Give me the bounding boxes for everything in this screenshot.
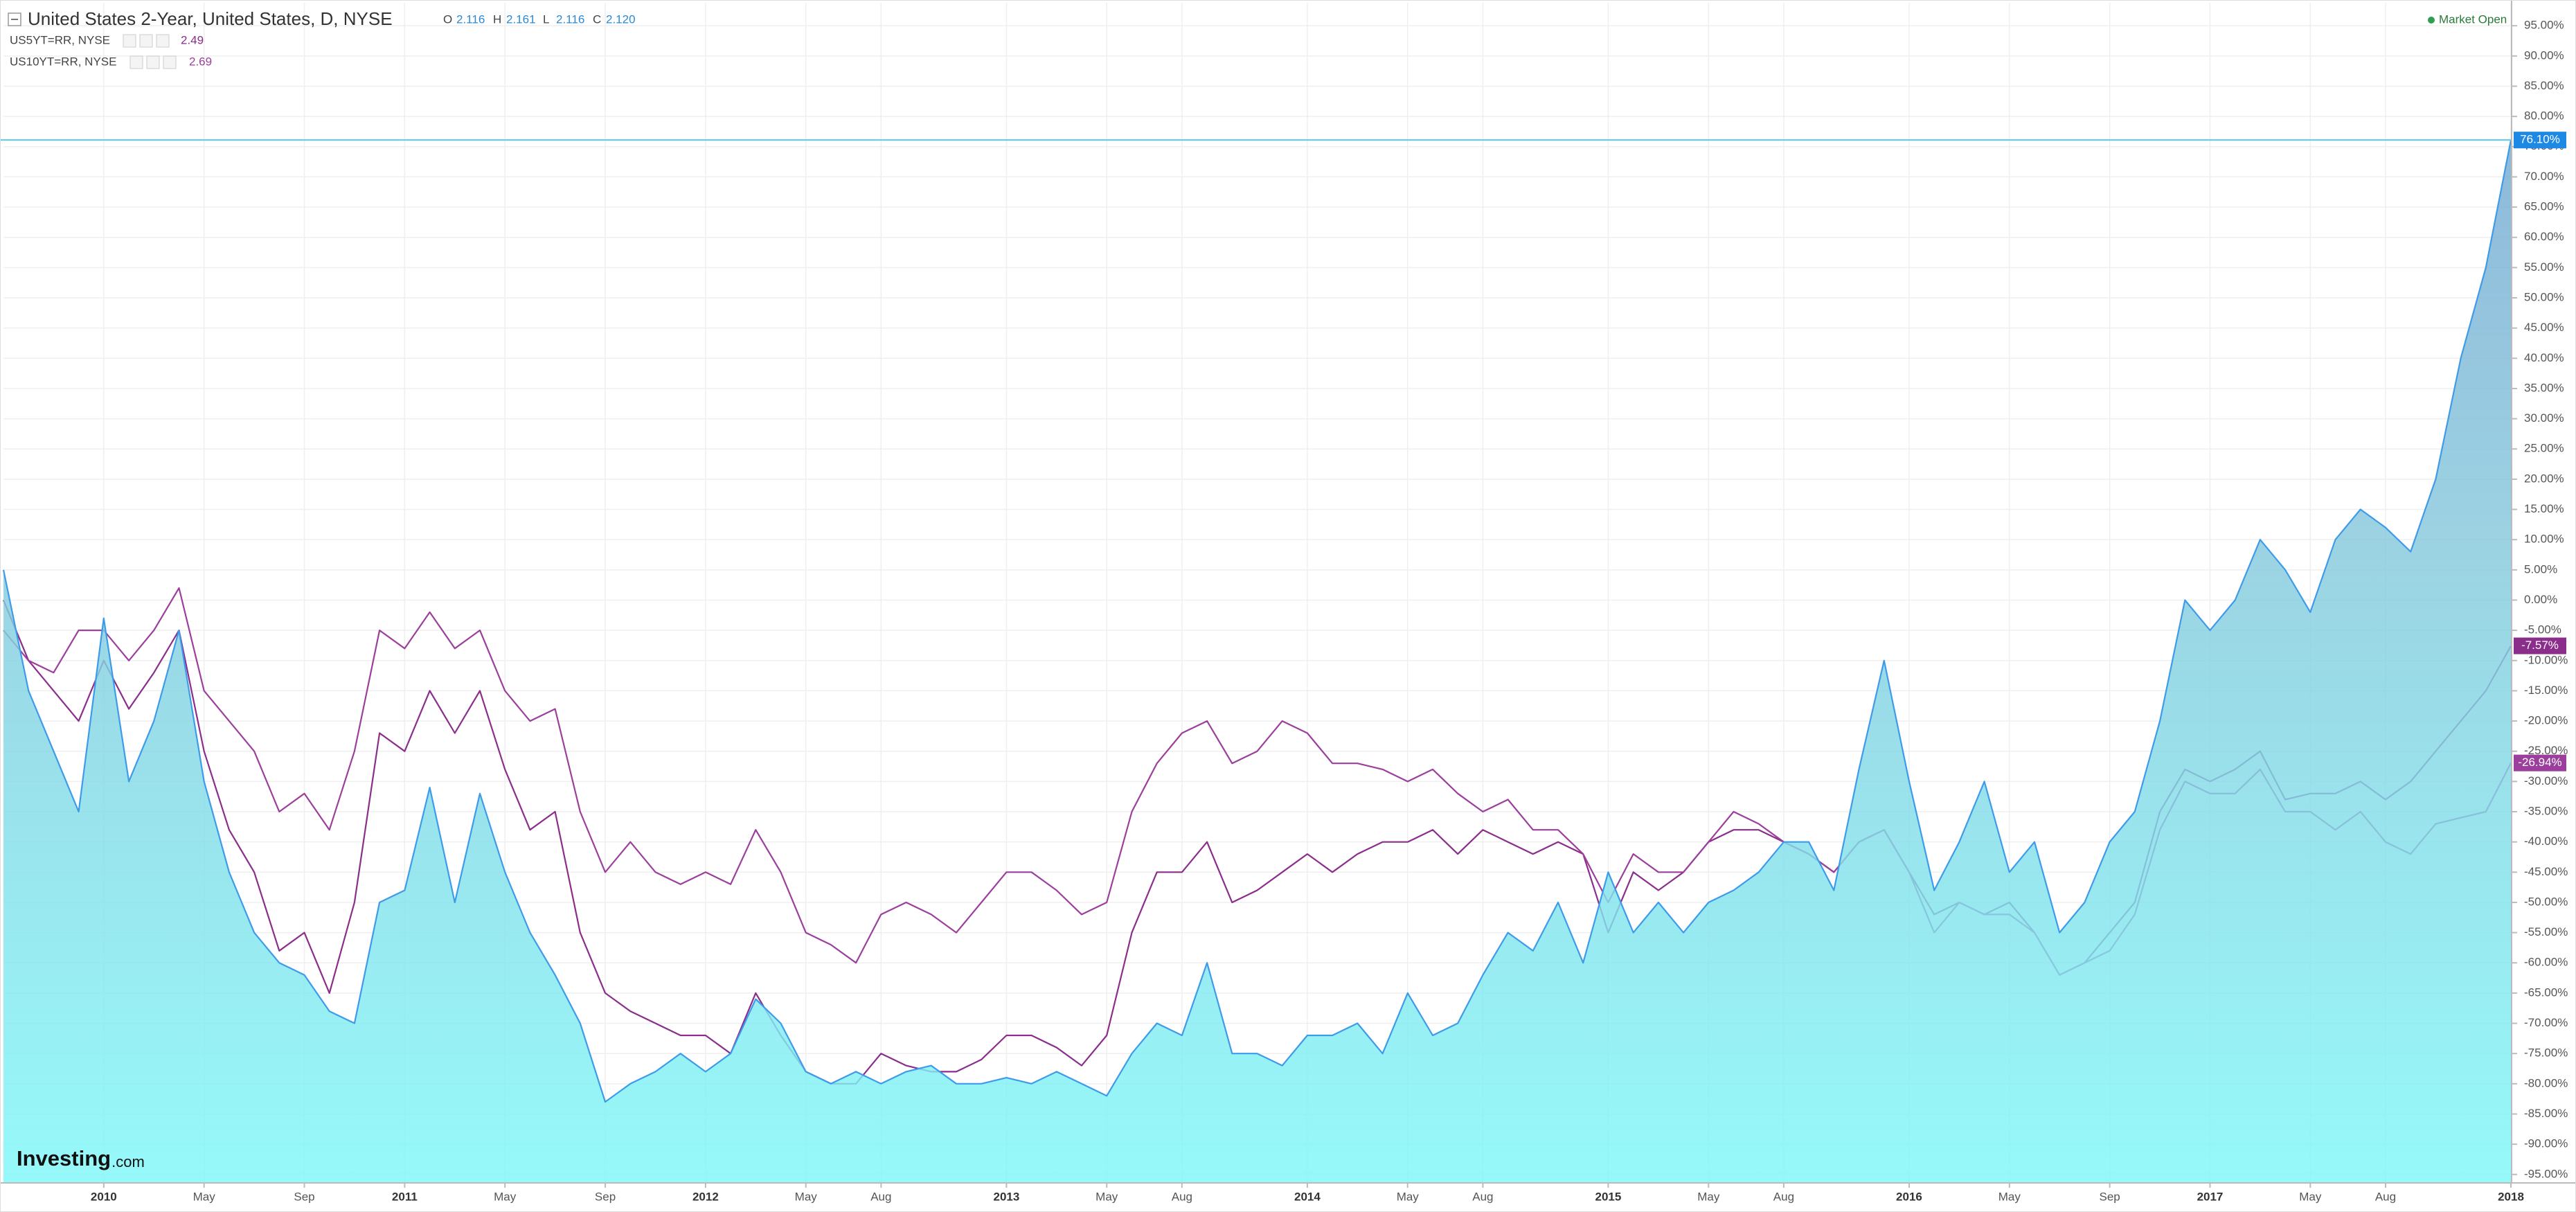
y-tick-label: 50.00% [2524, 290, 2564, 303]
y-tick-label: -45.00% [2524, 865, 2568, 878]
y-tick-label: -40.00% [2524, 835, 2568, 848]
y-tick-label: -25.00% [2524, 744, 2568, 757]
x-tick-label: Aug [1773, 1190, 1794, 1203]
y-tick-label: -70.00% [2524, 1016, 2568, 1029]
last-value-label: -7.57% [2521, 639, 2559, 652]
area-fill [3, 140, 2511, 1184]
x-tick-label: May [1095, 1190, 1118, 1203]
ohlc: O 2.116 H 2.161 L 2.116 C 2.120 [443, 12, 636, 26]
ohlc-name: O [443, 12, 452, 26]
y-tick-label: 65.00% [2524, 200, 2564, 213]
status-dot [2428, 17, 2435, 24]
y-tick-label: 30.00% [2524, 411, 2564, 425]
x-tick-label: Sep [595, 1190, 616, 1203]
area-line [2, 139, 2512, 1103]
y-tick-label: 25.00% [2524, 442, 2564, 455]
x-tick-label: 2018 [2498, 1190, 2524, 1203]
x-tick-label: Aug [1472, 1190, 1493, 1203]
y-tick-label: -30.00% [2524, 774, 2568, 787]
y-tick-label: -35.00% [2524, 804, 2568, 817]
x-tick-label: May [1697, 1190, 1720, 1203]
x-tick-label: May [1397, 1190, 1420, 1203]
y-tick-label: 55.00% [2524, 260, 2564, 274]
y-tick-label: -95.00% [2524, 1167, 2568, 1180]
remove-icon[interactable] [163, 55, 177, 69]
x-tick-label: 2011 [392, 1190, 418, 1203]
settings-icon[interactable] [129, 55, 143, 69]
y-tick-label: 0.00% [2524, 593, 2557, 606]
series-label: US5YT=RR, NYSE [10, 33, 110, 46]
x-tick-label: 2013 [993, 1190, 1019, 1203]
y-tick-label: 35.00% [2524, 381, 2564, 394]
x-tick-label: May [2299, 1190, 2322, 1203]
last-value-badge [2514, 637, 2566, 654]
y-tick-label: 10.00% [2524, 533, 2564, 546]
last-value-label: 76.10% [2520, 133, 2560, 146]
ohlc-value: 2.120 [606, 12, 636, 26]
ohlc-name: C [593, 12, 601, 26]
last-value-badge [2514, 754, 2566, 772]
y-tick-label: 95.00% [2524, 19, 2564, 32]
ohlc-value: 2.116 [456, 12, 485, 26]
x-tick-label: Sep [2100, 1190, 2120, 1203]
y-tick-label: -15.00% [2524, 684, 2568, 697]
x-tick-label: May [1998, 1190, 2021, 1203]
axis-layer: 95.00%90.00%85.00%80.00%75.00%70.00%65.0… [91, 19, 2568, 1204]
y-tick-label: -55.00% [2524, 925, 2568, 938]
y-tick-label: 60.00% [2524, 230, 2564, 243]
y-tick-label: 20.00% [2524, 472, 2564, 485]
last-value-label: -26.94% [2518, 756, 2561, 769]
logo-suffix: .com [111, 1153, 145, 1170]
y-tick-label: 70.00% [2524, 170, 2564, 183]
y-tick-label: -5.00% [2524, 623, 2561, 636]
y-tick-label: -50.00% [2524, 895, 2568, 908]
y-tick-label: -80.00% [2524, 1076, 2568, 1089]
ohlc-value: 2.116 [556, 12, 584, 26]
x-tick-label: 2015 [1595, 1190, 1622, 1203]
x-tick-label: Sep [294, 1190, 314, 1203]
hide-icon[interactable] [139, 34, 153, 48]
series-quote: 2.49 [181, 33, 204, 46]
x-tick-label: Aug [2375, 1190, 2396, 1203]
y-tick-label: 40.00% [2524, 351, 2564, 364]
x-tick-label: May [795, 1190, 818, 1203]
y-tick-label: 45.00% [2524, 321, 2564, 334]
ohlc-name: L [543, 12, 549, 26]
y-tick-label: 85.00% [2524, 79, 2564, 92]
x-tick-label: May [193, 1190, 216, 1203]
x-tick-label: Aug [870, 1190, 891, 1203]
market-status: Market Open [2439, 12, 2507, 26]
y-tick-label: -10.00% [2524, 653, 2568, 666]
x-tick-label: 2010 [91, 1190, 117, 1203]
instrument-title: United States 2-Year, United States, D, … [28, 8, 393, 29]
settings-icon[interactable] [123, 34, 136, 48]
x-tick-label: 2014 [1294, 1190, 1321, 1203]
y-tick-label: -75.00% [2524, 1046, 2568, 1060]
y-tick-label: -90.00% [2524, 1137, 2568, 1150]
y-tick-label: -65.00% [2524, 986, 2568, 999]
y-tick-label: -20.00% [2524, 714, 2568, 727]
x-tick-label: 2016 [1896, 1190, 1922, 1203]
ohlc-value: 2.161 [506, 12, 536, 26]
hide-icon[interactable] [146, 55, 160, 69]
last-value-badge [2514, 132, 2566, 149]
y-tick-label: 5.00% [2524, 562, 2557, 576]
data-layer [0, 139, 2512, 1184]
y-tick-label: -60.00% [2524, 956, 2568, 969]
x-tick-label: 2012 [692, 1190, 719, 1203]
y-tick-label: -85.00% [2524, 1107, 2568, 1120]
x-tick-label: Aug [1172, 1190, 1192, 1203]
ohlc-name: H [493, 12, 501, 26]
series-quote: 2.69 [189, 55, 212, 68]
series-label: US10YT=RR, NYSE [10, 55, 116, 68]
x-tick-label: May [494, 1190, 517, 1203]
y-tick-label: 90.00% [2524, 48, 2564, 62]
y-tick-label: 80.00% [2524, 109, 2564, 123]
x-tick-label: 2017 [2197, 1190, 2224, 1203]
remove-icon[interactable] [156, 34, 170, 48]
y-tick-label: 15.00% [2524, 502, 2564, 515]
logo-brand: Investing [17, 1146, 111, 1170]
